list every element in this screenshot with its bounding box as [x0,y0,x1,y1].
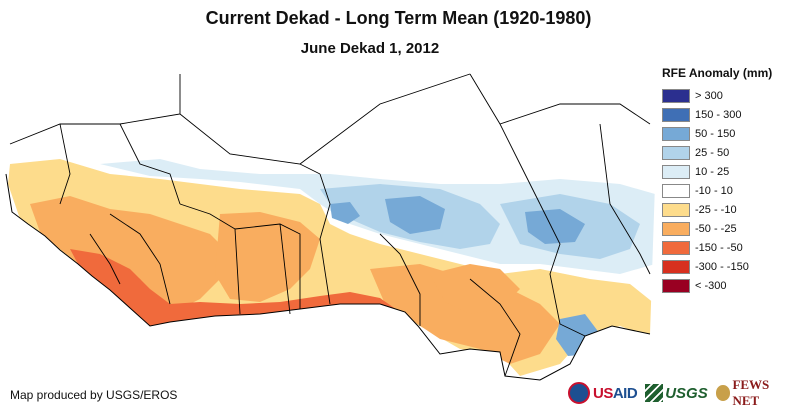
legend-label: > 300 [695,89,723,102]
wet-strong-b [525,209,585,244]
dry-zone-west [30,196,230,314]
map-credit: Map produced by USGS/EROS [10,388,178,402]
legend-item: 150 - 300 [662,105,792,124]
dry-strong-liberia [95,259,155,309]
fews-logo: FEWS NET [715,377,794,409]
legend: RFE Anomaly (mm) > 300 150 - 300 50 - 15… [662,66,792,295]
usaid-logo-text: USAID [593,384,638,402]
legend-label: < -300 [695,279,727,292]
usaid-seal-icon [568,382,590,404]
legend-swatch [662,221,690,236]
anomaly-map [0,64,660,384]
legend-label: 150 - 300 [695,108,742,121]
fews-logo-text: FEWS NET [732,377,770,408]
legend-items: > 300 150 - 300 50 - 150 25 - 50 10 - 25… [662,86,792,295]
legend-item: 10 - 25 [662,162,792,181]
legend-item: 50 - 150 [662,124,792,143]
fews-globe-icon [715,385,731,401]
usgs-logo-text: USGS [665,384,708,402]
legend-item: -300 - -150 [662,257,792,276]
usgs-mark-icon [645,384,664,402]
legend-swatch [662,145,690,160]
wet-strong-c [330,202,360,224]
legend-swatch [662,88,690,103]
legend-swatch [662,240,690,255]
legend-title: RFE Anomaly (mm) [662,66,773,80]
legend-item: -50 - -25 [662,219,792,238]
legend-label: 25 - 50 [695,146,730,159]
wet-strong-a [385,196,445,234]
legend-swatch [662,202,690,217]
legend-label: 10 - 25 [695,165,730,178]
legend-item: < -300 [662,276,792,295]
usgs-logo: USGS [645,384,708,402]
map-title: Current Dekad - Long Term Mean (1920-198… [205,8,592,28]
legend-label: 50 - 150 [695,127,736,140]
legend-swatch [662,183,690,198]
legend-label: -150 - -50 [695,241,743,254]
legend-swatch [662,126,690,141]
country-borders [9,73,651,377]
legend-label: -10 - 10 [695,184,733,197]
dry-zone-central [215,212,320,302]
legend-swatch [662,259,690,274]
legend-swatch [662,164,690,179]
legend-item: -10 - 10 [662,181,792,200]
legend-label: -50 - -25 [695,222,737,235]
legend-label: -25 - -10 [695,203,737,216]
legend-item: 25 - 50 [662,143,792,162]
usaid-logo: USAID [568,382,638,404]
logos: USAID USGS FEWS NET [568,377,794,409]
legend-item: > 300 [662,86,792,105]
legend-swatch [662,278,690,293]
legend-item: -150 - -50 [662,238,792,257]
legend-label: -300 - -150 [695,260,749,273]
map-subtitle: June Dekad 1, 2012 [300,40,440,57]
legend-swatch [662,107,690,122]
map-svg [5,73,655,381]
legend-item: -25 - -10 [662,200,792,219]
